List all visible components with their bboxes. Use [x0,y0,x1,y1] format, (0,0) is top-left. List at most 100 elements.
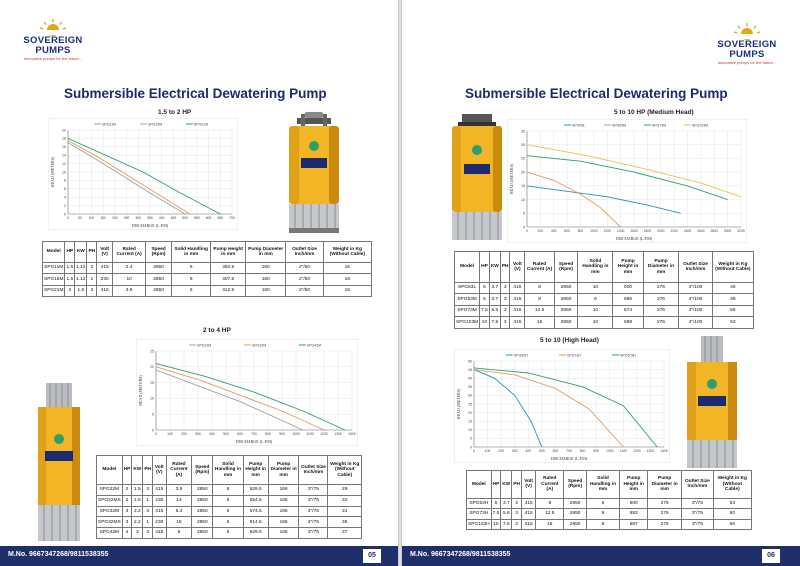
table-cell: 276 [647,518,683,531]
table-cell: 2 [64,284,76,298]
table-cell: 10 [577,281,614,295]
table-cell: 18 [165,516,193,529]
table-cell: 415 [520,497,537,510]
table-cell: SPG73M [453,304,481,318]
column-header: Volt (V) [96,241,114,263]
table-cell: 2850 [191,484,214,496]
column-header: Speed (Rpm) [553,251,579,283]
brand-logo: SOVEREIGN PUMPS Innovative pumps for the… [18,18,88,61]
table-cell: 1.5 [131,494,144,507]
x-tick-label: 300 [512,449,518,453]
table-cell: 276 [642,316,680,329]
y-tick-label: 5 [470,437,472,441]
table-cell: 6 [212,516,244,529]
table-cell: 3 [511,508,522,520]
table-cell: 2850 [563,508,587,520]
x-tick-label: 1000 [590,229,598,233]
table-cell: SPG53M [453,293,481,306]
table-cell: 2.2 [131,505,144,518]
column-header: Pump Height in mm [619,470,649,499]
table-cell: 2850 [191,505,214,518]
x-tick-label: 1400 [348,432,356,436]
x-tick-label: 600 [237,432,243,436]
column-header: Pump Diameter in mm [647,470,683,499]
table-cell: 276 [642,293,680,306]
table-cell: 3.9 [165,484,193,496]
table-cell: SPG11M [41,261,66,275]
table-cell: 1 [142,516,153,529]
table-cell: 687 [619,518,649,531]
table-cell: 13 [165,494,193,507]
x-tick-label: 1800 [644,229,652,233]
chart-5-to-10-high-head: 0 5 10 15 20 25 30 35 40 45 50 0 100 200 300 400 500 600 7… [454,349,670,463]
table-cell: 18 [322,284,373,298]
table-row: SPG53M 5 3.7 3 415 8 2850 6 586 276 4"/100 48 [453,293,755,306]
table-cell: 6 [170,284,212,298]
legend-label: SPG53L [572,123,585,127]
x-tick-label: 600 [564,229,570,233]
table-row: SPG22MS 2 1.5 1 230 13 2850 6 554.5 166 3"/75 32 [96,494,362,507]
x-tick-label: 50 [78,216,82,220]
series-line-spg53h [473,369,543,448]
table-cell: 3 [142,505,153,518]
column-header: Weight in Kg (Without Cable) [712,470,753,499]
table-row: SPG103H 10 7.5 3 415 16 2850 8 687 276 3"/75 66 [466,518,753,531]
table-cell: 1.5 [74,284,88,298]
y-axis-label: HEAD (METERS) [138,375,143,406]
brand-name: SOVEREIGN [23,35,83,46]
column-header: Pump Height in mm [242,454,269,486]
table-cell: 415 [509,316,526,329]
column-header: HP [479,251,490,283]
y-tick-label: 25 [468,402,472,406]
column-header: HP [64,241,76,263]
table-cell: 600 [612,281,644,295]
table-cell: 529.5 [242,484,269,496]
table-row: SPG21M 2 1.5 3 415 3.9 2850 6 412.5 160 2"/50 18 [41,284,373,298]
pump-icon [289,112,339,233]
table-cell: 586 [612,293,644,306]
table-cell: 614.5 [242,516,269,529]
chart-frame [48,118,238,230]
table-header-row: Model HP KW PH Volt (V) Rated Current (A) Spee… [96,454,362,486]
table-cell: 166 [267,494,300,507]
table-cell: 574.5 [242,505,269,518]
y-tick-label: 20 [150,365,154,369]
legend-label: SPG21M [194,122,208,126]
x-tick-label: 350 [147,216,153,220]
chart-svg: 0 5 10 15 20 25 0 100 200 300 400 500 600 700 800 900 10… [136,339,358,446]
y-tick-label: 12 [62,162,66,166]
table-cell: 10 [490,518,502,531]
x-tick-label: 500 [539,449,545,453]
table-cell: 66 [712,518,753,531]
column-header: Pump Diameter in mm [245,241,287,263]
logo-emblem-icon [733,23,761,40]
table-cell: 699 [612,316,644,329]
table-header-row: Model HP KW PH Volt (V) Rated Current (A) Spee… [453,251,755,283]
table-cell: 276 [642,304,680,318]
x-tick-label: 800 [578,229,584,233]
column-header: Pump Diameter in mm [267,454,300,486]
table-row: SPG103M 10 7.5 3 415 16 2850 10 699 276 4"/100 63 [453,316,755,329]
table-cell: 5 [479,293,490,306]
table-cell: 1 [86,273,98,286]
column-header: KW [488,251,501,283]
brand-tagline: Innovative pumps for the future... [23,56,83,61]
page-right: SOVEREIGN PUMPS Innovative pumps for the… [402,0,800,566]
y-tick-label: 40 [468,377,472,381]
table-cell: 12.5 [524,304,555,318]
spec-table-4: Model HP KW PH Volt (V) Rated Current (A) Spee… [466,470,753,531]
x-tick-label: 200 [498,449,504,453]
column-header: PH [499,251,511,283]
table-cell: 8 [524,293,555,306]
table-cell: 16 [535,518,565,531]
table-cell: 1.5 [64,261,76,275]
series-line-spg73h [473,369,624,448]
footer: M.No. 9667347268/9811538355 05 [0,546,398,566]
y-tick-label: 0 [470,445,472,449]
table-cell: 2850 [145,284,172,298]
x-tick-label: 3200 [737,229,745,233]
x-tick-label: 100 [485,449,491,453]
spec-table-3: Model HP KW PH Volt (V) Rated Current (A) Spee… [453,251,755,329]
